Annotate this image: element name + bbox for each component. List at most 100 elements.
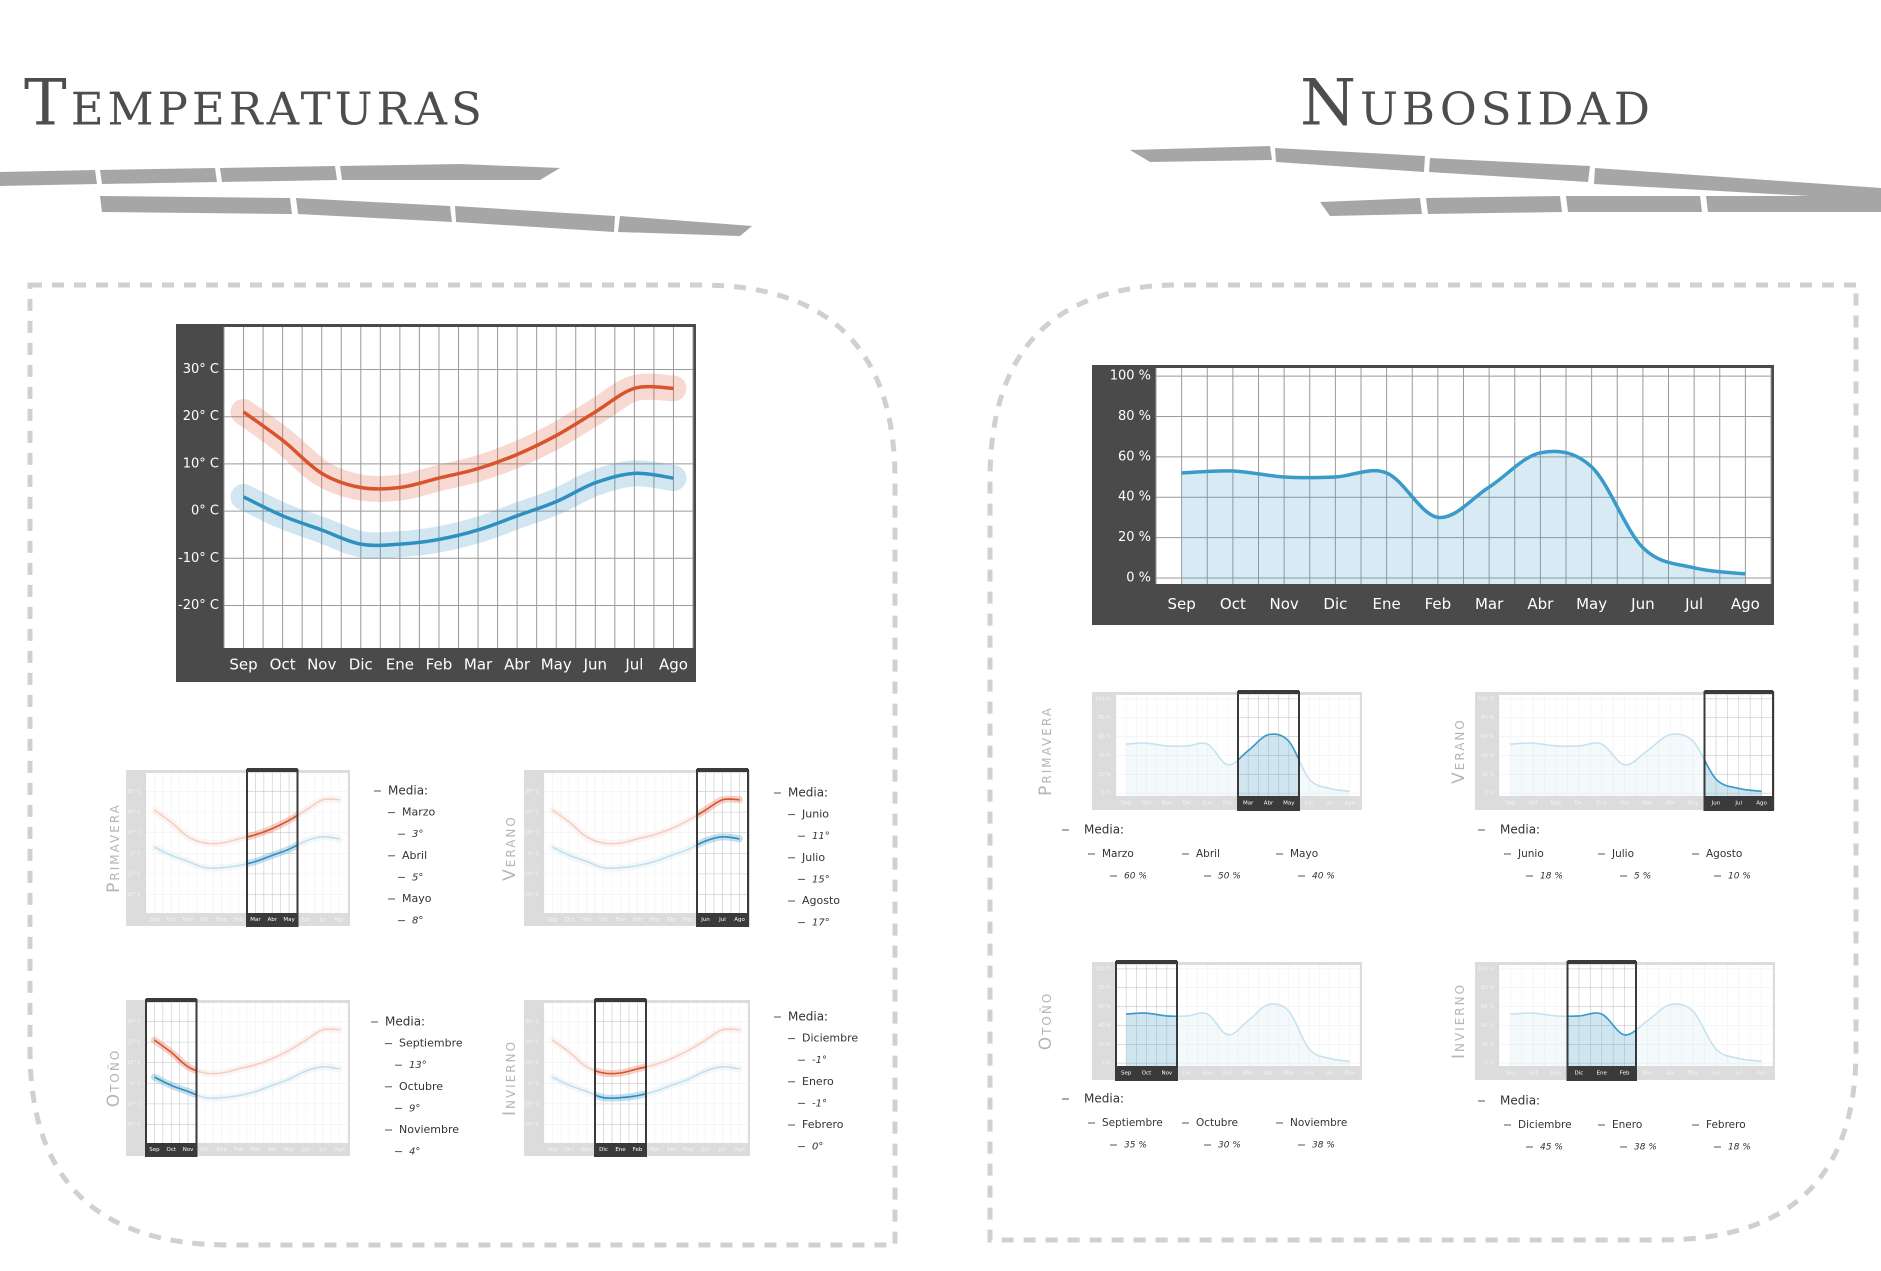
y-tick-label: 20° C — [183, 409, 219, 424]
y-tick-label: -20° C — [523, 1122, 539, 1128]
month-value: 15° — [812, 874, 830, 885]
month-value: 0° — [812, 1142, 823, 1153]
y-tick-label: -20° C — [125, 1122, 141, 1128]
x-tick-label: Sep — [1505, 1071, 1516, 1077]
y-tick-label: 0° C — [528, 1081, 539, 1087]
x-tick-label: Sep — [229, 656, 257, 674]
y-tick-label: 100 % — [1478, 966, 1494, 972]
bamboo-decoration — [0, 146, 1881, 236]
x-tick-label: Nov — [1551, 1071, 1562, 1077]
x-tick-label: Dic — [599, 1147, 608, 1153]
month-value: 38 % — [1634, 1143, 1657, 1153]
month-value: 38 % — [1312, 1141, 1335, 1151]
area-fill — [1238, 733, 1299, 796]
x-tick-label: Oct — [166, 1147, 176, 1153]
y-tick-label: 10° C — [127, 830, 141, 836]
x-tick-label: Jul — [718, 917, 726, 923]
x-tick-label: Ene — [217, 1147, 228, 1153]
area-fill — [1704, 759, 1762, 796]
x-tick-label: Jun — [700, 917, 710, 923]
y-tick-label: 30° C — [525, 1019, 539, 1025]
month-name: Marzo — [402, 806, 436, 819]
y-tick-label: 100 % — [1095, 696, 1111, 702]
y-tick-label: 20 % — [1098, 1042, 1111, 1048]
y-tick-label: 30° C — [525, 789, 539, 795]
y-tick-label: 40 % — [1481, 753, 1494, 759]
highlight-body — [1238, 695, 1299, 796]
area-fill — [1126, 1003, 1350, 1066]
x-tick-label: Jun — [1630, 595, 1654, 613]
highlight-body — [595, 1003, 646, 1143]
season-label: Otoño — [104, 1049, 124, 1108]
x-tick-label: Dic — [599, 917, 608, 923]
y-tick-label: 40 % — [1118, 490, 1151, 505]
x-tick-label: Ago — [334, 917, 345, 923]
month-name: Octubre — [1196, 1117, 1238, 1129]
x-tick-label: Ene — [217, 917, 228, 923]
x-tick-label: Mar — [1475, 595, 1504, 613]
x-tick-label: Mar — [464, 656, 493, 674]
y-tick-label: 0 % — [1126, 570, 1151, 585]
x-tick-label: Ago — [1756, 1071, 1767, 1077]
month-value: 40 % — [1312, 872, 1335, 882]
x-tick-label: May — [1283, 1071, 1295, 1077]
season-label: Verano — [500, 815, 520, 881]
panel-border — [27, 282, 898, 1248]
x-tick-label: Ene — [386, 656, 414, 674]
x-tick-label: Abr — [1665, 1071, 1675, 1077]
x-tick-label: Dic — [1575, 1071, 1584, 1077]
x-tick-label: Mar — [250, 1147, 261, 1153]
month-name: Agosto — [1706, 848, 1742, 860]
x-tick-label: Sep — [149, 1147, 160, 1153]
x-tick-label: Jun — [700, 1147, 710, 1153]
x-tick-label: Abr — [267, 917, 277, 923]
month-value: 60 % — [1124, 872, 1147, 882]
x-tick-label: Jun — [301, 917, 311, 923]
y-tick-label: 40 % — [1098, 753, 1111, 759]
media-label: Media: — [788, 1010, 828, 1024]
month-value: 45 % — [1540, 1143, 1563, 1153]
month-name: Febrero — [1706, 1119, 1746, 1131]
y-tick-label: -10° C — [523, 1101, 539, 1107]
highlight-body — [697, 773, 748, 913]
x-tick-label: Feb — [1223, 801, 1233, 807]
highlight-strip — [146, 1143, 197, 1156]
x-tick-label: Jun — [1711, 801, 1721, 807]
x-tick-label: May — [683, 917, 695, 923]
highlight-body — [1116, 965, 1177, 1066]
x-tick-label: Abr — [667, 1147, 677, 1153]
month-value: 9° — [409, 1103, 420, 1114]
month-name: Febrero — [802, 1118, 844, 1131]
x-tick-label: Ene — [615, 1147, 626, 1153]
media-label: Media: — [788, 786, 828, 800]
y-tick-label: 20° C — [127, 810, 141, 816]
x-tick-label: Jul — [1734, 1071, 1742, 1077]
y-tick-label: -20° C — [125, 892, 141, 898]
section-title: Temperaturas — [24, 67, 486, 141]
x-tick-label: Jul — [718, 1147, 726, 1153]
panel-border — [987, 282, 1859, 1243]
x-tick-label: Abr — [1264, 801, 1274, 807]
month-value: 18 % — [1728, 1143, 1751, 1153]
x-tick-label: Feb — [1620, 801, 1630, 807]
x-tick-label: Jun — [1711, 1071, 1721, 1077]
month-name: Abril — [1196, 848, 1220, 860]
x-tick-label: Ago — [734, 1147, 745, 1153]
media-label: Media: — [1084, 1092, 1124, 1106]
x-tick-label: Mar — [1243, 801, 1254, 807]
y-tick-label: 0 % — [1101, 1061, 1111, 1067]
media-label: Media: — [1500, 823, 1540, 837]
y-tick-label: 10° C — [183, 456, 219, 471]
x-tick-label: May — [541, 656, 572, 674]
x-tick-label: Dic — [201, 917, 210, 923]
x-tick-label: Mar — [649, 1147, 660, 1153]
highlight-strip — [1567, 1066, 1636, 1080]
month-name: Septiembre — [399, 1037, 463, 1050]
month-name: Enero — [802, 1075, 834, 1088]
y-tick-label: 0° C — [130, 1081, 141, 1087]
x-tick-label: Mar — [1243, 1071, 1254, 1077]
y-tick-label: 20 % — [1118, 530, 1151, 545]
season-label: Invierno — [500, 1040, 520, 1116]
y-tick-label: 60 % — [1098, 1004, 1111, 1010]
